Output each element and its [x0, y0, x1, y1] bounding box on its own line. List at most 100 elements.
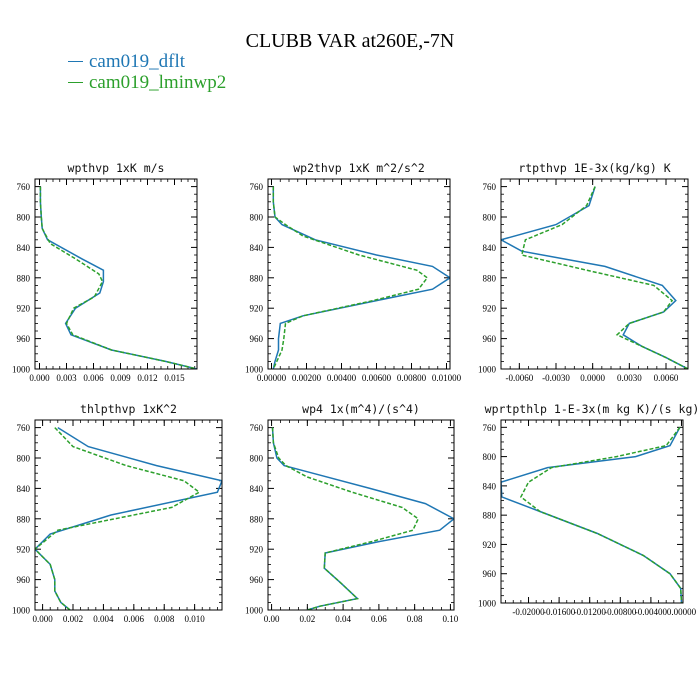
panel-4: wp4 1x(m^4)/(s^4)76080084088092096010000…	[245, 402, 459, 624]
y-tick-label: 760	[483, 423, 497, 433]
x-tick-label: 0.0030	[617, 373, 642, 383]
plot-frame	[267, 419, 455, 611]
legend-item-dflt: cam019_dflt	[68, 51, 185, 73]
y-tick-label: 1000	[12, 606, 31, 616]
x-tick-label: 0.010	[185, 614, 206, 624]
y-tick-label: 840	[250, 484, 264, 494]
x-tick-label: -0.0060	[505, 373, 533, 383]
x-tick-label: -0.01200	[574, 607, 607, 617]
y-tick-label: 800	[483, 452, 497, 462]
x-tick-label: 0.0060	[654, 373, 679, 383]
legend-swatch-dflt	[68, 61, 83, 63]
series-line-lminwp2	[35, 427, 201, 610]
y-tick-label: 960	[483, 569, 497, 579]
y-tick-label: 840	[17, 484, 31, 494]
plot-frame	[34, 178, 198, 370]
y-tick-label: 840	[483, 243, 497, 253]
x-tick-label: 0.000	[32, 614, 53, 624]
legend-label-lminwp2: cam019_lminwp2	[89, 72, 227, 93]
y-tick-label: 840	[17, 243, 31, 253]
y-tick-label: 800	[483, 213, 497, 223]
x-tick-label: 0.00000	[257, 373, 287, 383]
y-tick-label: 840	[250, 243, 264, 253]
y-tick-label: 760	[250, 182, 264, 192]
plot-frame	[267, 178, 451, 370]
y-tick-label: 760	[17, 182, 31, 192]
y-tick-label: 1000	[245, 365, 264, 375]
x-tick-label: -0.00800	[604, 607, 637, 617]
series-line-lminwp2	[271, 427, 420, 610]
panel-3: thlpthvp 1xK^276080084088092096010000.00…	[12, 402, 223, 624]
series-line-dflt	[271, 427, 454, 610]
x-tick-label: 0.015	[164, 373, 185, 383]
panel-5: wprtpthlp 1-E-3x(m kg K)/(s kg) 760 800 840…	[478, 402, 699, 617]
y-tick-label: 960	[17, 334, 31, 344]
y-tick-label: 920	[483, 540, 497, 550]
y-tick-label: 880	[17, 514, 31, 524]
x-tick-label: 0.04	[335, 614, 351, 624]
series-line-lminwp2	[519, 426, 683, 603]
y-tick-label: 960	[250, 575, 264, 585]
x-tick-label: 0.06	[371, 614, 387, 624]
series-line-dflt	[35, 426, 222, 610]
panel-0: wpthvp 1xK m/s76080084088092096010000.00…	[12, 161, 198, 383]
x-tick-label: 0.00000	[667, 607, 697, 617]
x-tick-label: 0.003	[56, 373, 77, 383]
y-tick-label: 1000	[478, 365, 497, 375]
y-tick-label: 880	[250, 273, 264, 283]
x-tick-label: 0.008	[154, 614, 175, 624]
figure-title: CLUBB VAR at260E,-7N	[245, 30, 455, 52]
y-tick-label: 880	[483, 511, 497, 521]
y-tick-label: 800	[250, 454, 264, 464]
legend-item-lminwp2: cam019_lminwp2	[68, 72, 226, 94]
x-tick-label: -0.00400	[635, 607, 668, 617]
panel-title: wp2thvp 1xK m^2/s^2	[293, 161, 425, 175]
panel-title: thlpthvp 1xK^2	[80, 402, 177, 416]
panel-2: rtpthvp 1E-3x(kg/kg) K 760 800 840 880 920 960…	[478, 161, 689, 383]
x-tick-label: -0.01600	[543, 607, 576, 617]
series-line-dflt	[501, 426, 683, 603]
y-tick-label: 1000	[245, 606, 264, 616]
series-line-lminwp2	[39, 186, 197, 369]
y-tick-label: 920	[250, 304, 264, 314]
x-tick-label: 0.00	[264, 614, 280, 624]
legend-swatch-lminwp2	[68, 82, 83, 84]
series-line-lminwp2	[272, 186, 429, 369]
y-tick-label: 920	[17, 545, 31, 555]
x-tick-label: 0.0000	[580, 373, 605, 383]
y-tick-label: 800	[250, 213, 264, 223]
plot-frame	[500, 419, 684, 604]
y-tick-label: 760	[483, 182, 497, 192]
x-tick-label: 0.012	[137, 373, 157, 383]
y-tick-label: 960	[483, 334, 497, 344]
plot-frame	[500, 178, 689, 370]
x-tick-label: 0.002	[63, 614, 83, 624]
y-tick-label: 1000	[12, 365, 31, 375]
x-tick-label: 0.006	[83, 373, 104, 383]
x-tick-label: -0.0030	[542, 373, 570, 383]
panel-1: wp2thvp 1xK m^2/s^2 760 800 840 880 920 960 100…	[245, 161, 462, 383]
y-tick-label: 880	[17, 273, 31, 283]
y-tick-label: 880	[250, 514, 264, 524]
y-tick-label: 960	[17, 575, 31, 585]
series-line-dflt	[501, 186, 688, 369]
x-tick-label: -0.02000	[512, 607, 545, 617]
panel-title: rtpthvp 1E-3x(kg/kg) K	[518, 161, 670, 175]
y-tick-label: 1000	[478, 599, 497, 609]
y-tick-label: 760	[250, 423, 264, 433]
x-tick-label: 0.00400	[327, 373, 357, 383]
panel-title: wpthvp 1xK m/s	[68, 161, 165, 175]
x-tick-label: 0.000	[29, 373, 50, 383]
series-line-dflt	[272, 186, 450, 369]
y-tick-label: 800	[17, 213, 31, 223]
x-tick-label: 0.01000	[432, 373, 462, 383]
y-tick-label: 840	[483, 481, 497, 491]
x-tick-label: 0.00200	[292, 373, 322, 383]
series-line-lminwp2	[520, 186, 688, 369]
panel-title: wprtpthlp 1-E-3x(m kg K)/(s kg)	[485, 402, 700, 416]
panel-title: wp4 1x(m^4)/(s^4)	[302, 402, 420, 416]
y-tick-label: 760	[17, 423, 31, 433]
y-tick-label: 920	[250, 545, 264, 555]
x-tick-label: 0.004	[93, 614, 114, 624]
